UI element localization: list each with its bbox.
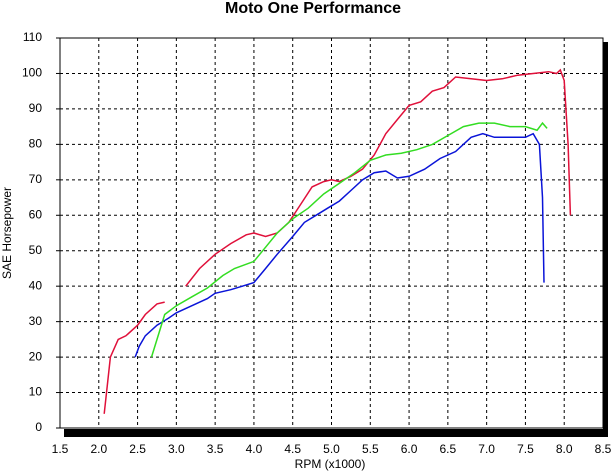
x-tick-label: 5.5 xyxy=(362,442,379,456)
y-axis-label: SAE Horsepower xyxy=(0,187,14,279)
frame-shadow xyxy=(64,429,608,437)
x-axis-label: RPM (x1000) xyxy=(295,457,366,471)
x-tick-label: 7.0 xyxy=(478,442,495,456)
y-tick-label: 50 xyxy=(29,243,43,257)
y-tick-label: 70 xyxy=(29,172,43,186)
y-tick-label: 40 xyxy=(29,278,43,292)
series-line xyxy=(185,68,572,287)
x-tick-label: 4.0 xyxy=(246,442,263,456)
x-tick-label: 3.0 xyxy=(168,442,185,456)
y-tick-label: 60 xyxy=(29,207,43,221)
y-tick-label: 100 xyxy=(22,66,42,80)
x-tick-label: 5.0 xyxy=(323,442,340,456)
y-tick-label: 10 xyxy=(29,385,43,399)
x-tick-label: 3.5 xyxy=(207,442,224,456)
frame-shadow xyxy=(603,42,608,437)
x-tick-label: 4.5 xyxy=(284,442,301,456)
y-tick-label: 90 xyxy=(29,101,43,115)
x-tick-label: 8.0 xyxy=(556,442,573,456)
series-line xyxy=(103,301,165,414)
series-line xyxy=(134,132,545,358)
y-tick-label: 80 xyxy=(29,137,43,151)
x-tick-label: 2.5 xyxy=(129,442,146,456)
y-tick-label: 20 xyxy=(29,349,43,363)
chart-title: Moto One Performance xyxy=(225,0,401,17)
y-tick-label: 0 xyxy=(35,420,42,434)
x-tick-label: 6.5 xyxy=(440,442,457,456)
y-tick-label: 110 xyxy=(23,30,42,44)
x-tick-label: 2.0 xyxy=(90,442,107,456)
y-tick-label: 30 xyxy=(29,314,43,328)
x-tick-label: 8.5 xyxy=(595,442,612,456)
x-tick-label: 6.0 xyxy=(401,442,418,456)
x-tick-label: 7.5 xyxy=(517,442,534,456)
series-line xyxy=(150,121,548,358)
x-tick-label: 1.5 xyxy=(52,442,69,456)
